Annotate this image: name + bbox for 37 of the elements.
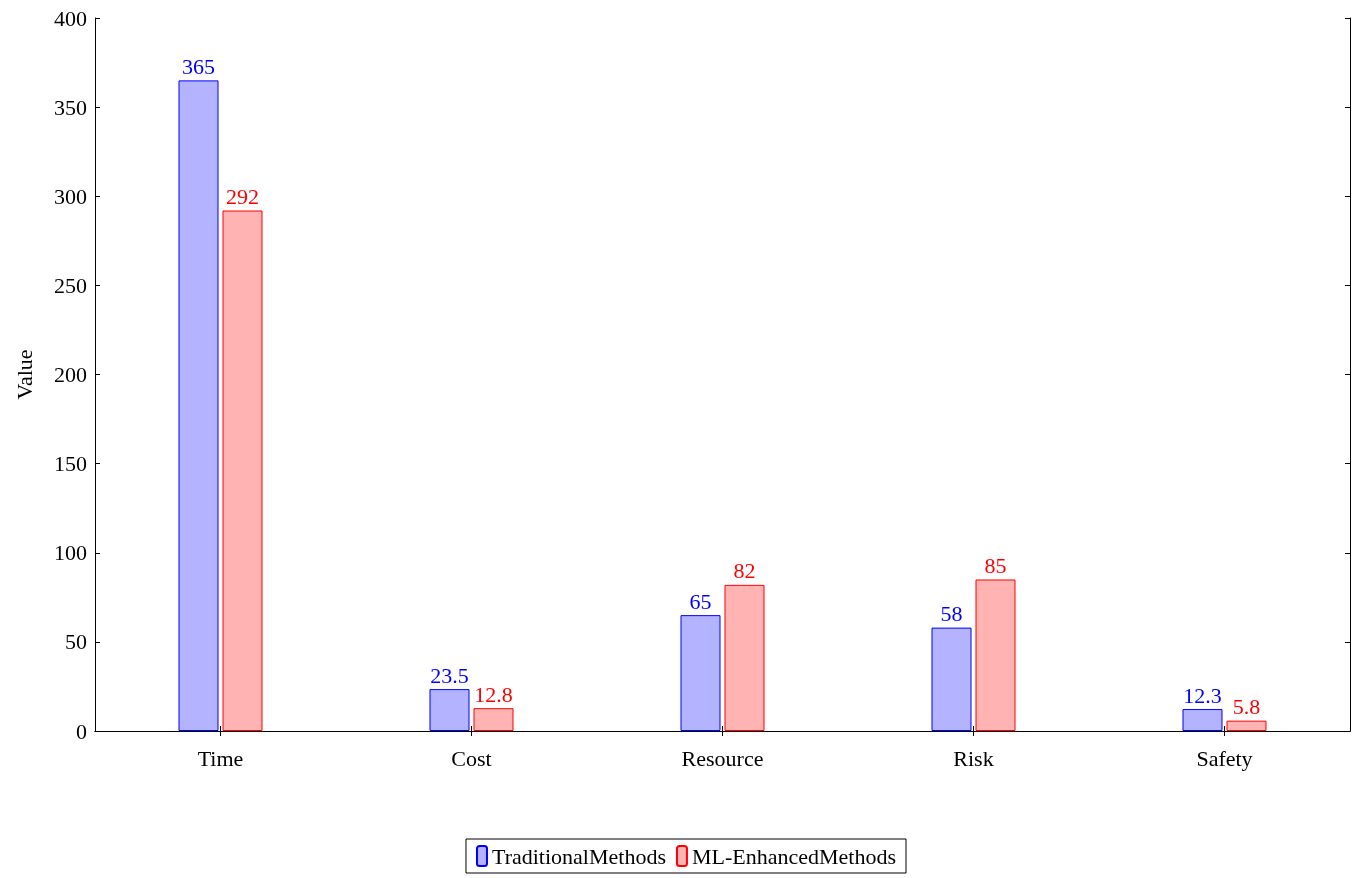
bar xyxy=(473,708,514,731)
data-label: 12.3 xyxy=(1183,682,1222,708)
data-label: 292 xyxy=(226,184,259,210)
bar xyxy=(178,80,219,731)
data-label: 5.8 xyxy=(1232,694,1261,720)
legend-label: ML-EnhancedMethods xyxy=(691,843,897,869)
data-label: 82 xyxy=(733,558,756,584)
bar xyxy=(975,579,1016,731)
bar xyxy=(1182,709,1223,731)
y-tick-label: 150 xyxy=(54,451,87,477)
x-tick-label: Safety xyxy=(1196,745,1253,771)
y-tick-label: 200 xyxy=(54,362,87,387)
y-tick-label: 400 xyxy=(54,5,87,31)
data-label: 65 xyxy=(689,588,712,614)
x-tick-label: Resource xyxy=(681,745,764,771)
y-tick-label: 300 xyxy=(54,183,87,209)
bar xyxy=(931,627,972,731)
bar xyxy=(680,615,721,731)
bar xyxy=(1226,720,1267,731)
y-tick-label: 0 xyxy=(76,718,87,744)
y-axis-title: Value xyxy=(11,349,37,400)
data-label: 58 xyxy=(940,601,963,627)
y-tick-label: 350 xyxy=(54,94,87,120)
x-tick-label: Risk xyxy=(953,745,994,771)
legend-label: TraditionalMethods xyxy=(491,843,666,869)
bar xyxy=(724,584,765,731)
x-tick-label: Time xyxy=(197,745,244,771)
y-tick-label: 250 xyxy=(54,272,87,298)
bar xyxy=(222,210,263,731)
y-tick-label: 100 xyxy=(54,540,87,566)
data-label: 12.8 xyxy=(474,681,513,707)
x-tick-label: Cost xyxy=(451,745,492,771)
y-tick-label: 50 xyxy=(65,629,87,655)
bar xyxy=(429,689,470,731)
data-label: 365 xyxy=(182,53,215,79)
data-label: 85 xyxy=(984,552,1007,578)
data-label: 23.5 xyxy=(430,662,469,688)
